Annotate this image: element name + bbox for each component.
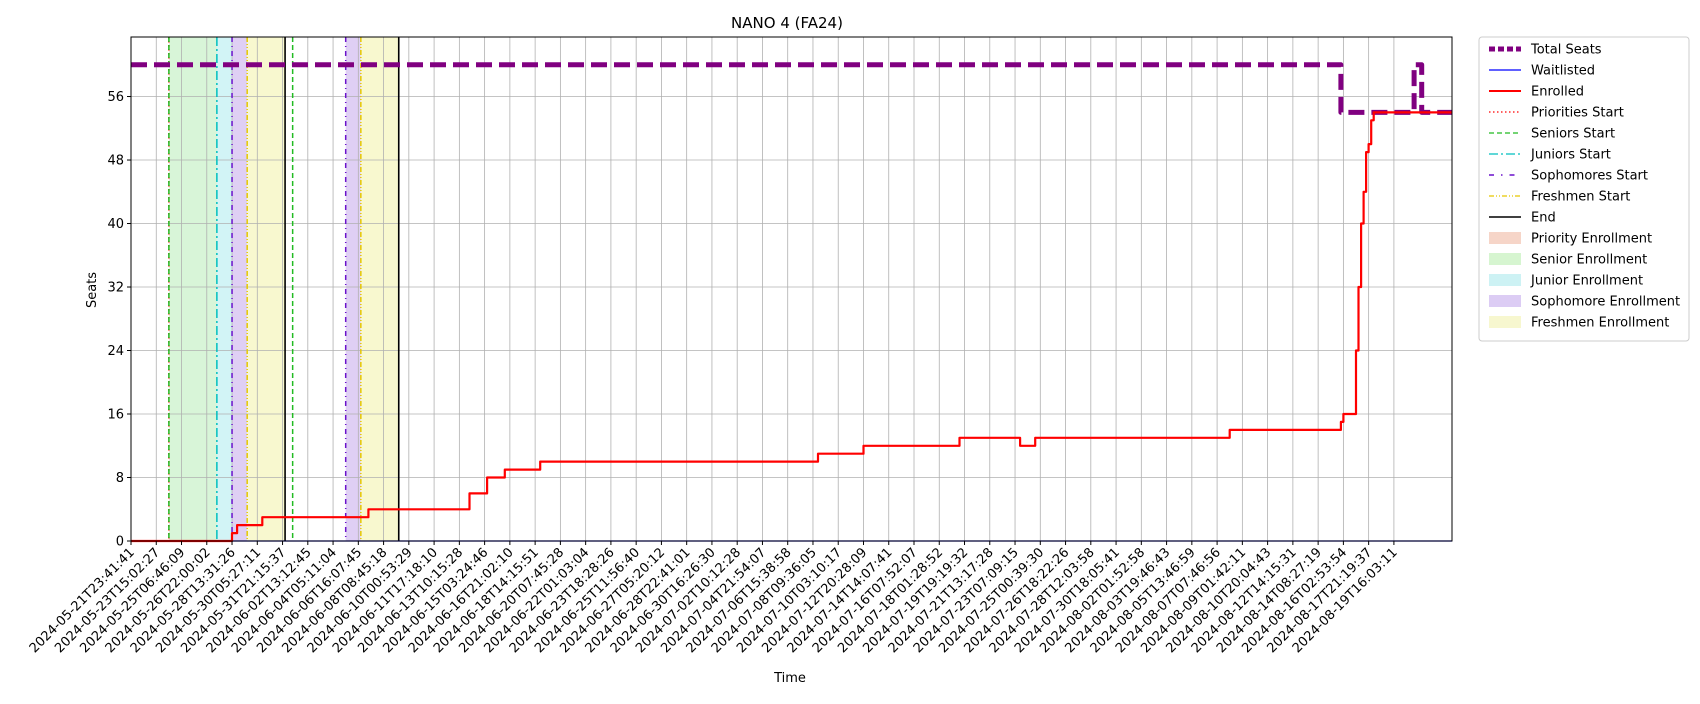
legend-swatch-senior-enrollment	[1489, 253, 1521, 265]
senior-enrollment-band	[168, 37, 217, 541]
enrolled-point	[231, 532, 233, 534]
y-tick-label: 56	[107, 90, 124, 105]
chart-title: NANO 4 (FA24)	[731, 14, 843, 32]
legend-label-sophomore-enrollment: Sophomore Enrollment	[1531, 295, 1680, 310]
legend-label-end: End	[1531, 211, 1556, 226]
plot-frame	[130, 36, 1453, 542]
enrolled-point	[862, 445, 864, 447]
legend-swatch-junior-enrollment	[1489, 274, 1521, 286]
x-axis-title: Time	[773, 671, 806, 686]
legend-item-juniors-start: Juniors Start	[1489, 148, 1611, 163]
y-tick-label: 32	[107, 281, 124, 296]
enrolled-point	[1355, 349, 1357, 351]
legend-label-freshmen-enrollment: Freshmen Enrollment	[1531, 316, 1669, 331]
sophomore-enrollment-band	[345, 37, 361, 541]
legend-label-juniors-start: Juniors Start	[1530, 148, 1611, 163]
enrolled-point	[539, 460, 541, 462]
legend-label-sophomores-start: Sophomores Start	[1531, 169, 1648, 184]
enrolled-point	[236, 524, 238, 526]
junior-enrollment-band	[216, 37, 233, 541]
enrolled-line	[131, 111, 1452, 543]
legend-label-total-seats: Total Seats	[1530, 43, 1602, 58]
legend-item-end: End	[1489, 211, 1556, 226]
total-seats-point	[1413, 64, 1415, 66]
enrolled-point	[1362, 191, 1364, 193]
y-tick-label: 48	[107, 154, 124, 169]
legend-swatch-freshmen-enrollment	[1489, 316, 1521, 328]
legend-label-priority-enrollment: Priority Enrollment	[1531, 232, 1652, 247]
legend-item-senior-enrollment: Senior Enrollment	[1489, 253, 1647, 268]
legend-label-priorities-start: Priorities Start	[1531, 106, 1624, 121]
legend-label-senior-enrollment: Senior Enrollment	[1531, 253, 1647, 268]
y-tick-label: 24	[107, 344, 124, 359]
legend-label-waitlisted: Waitlisted	[1531, 64, 1595, 79]
legend-label-enrolled: Enrolled	[1531, 85, 1584, 100]
enrolled-point	[1340, 421, 1342, 423]
enrolled-point	[1357, 286, 1359, 288]
enrolled-point	[1034, 437, 1036, 439]
enrolled-point	[1342, 413, 1344, 415]
legend-label-junior-enrollment: Junior Enrollment	[1530, 274, 1643, 289]
enrolled-point	[233, 532, 235, 534]
enrolled-point	[1367, 143, 1369, 145]
enrolled-point	[1365, 151, 1367, 153]
legend-item-priorities-start: Priorities Start	[1489, 106, 1624, 121]
legend: Total Seats Waitlisted Enrolled Priorities …	[1478, 36, 1690, 342]
legend-item-sophomores-start: Sophomores Start	[1489, 169, 1648, 184]
legend-box	[1478, 36, 1690, 342]
legend-item-sophomore-enrollment: Sophomore Enrollment	[1489, 295, 1680, 310]
legend-item-seniors-start: Seniors Start	[1489, 127, 1615, 142]
legend-item-priority-enrollment: Priority Enrollment	[1489, 232, 1652, 247]
y-tick-label: 40	[107, 217, 124, 232]
legend-item-junior-enrollment: Junior Enrollment	[1489, 274, 1643, 289]
legend-label-seniors-start: Seniors Start	[1531, 127, 1615, 142]
legend-swatch-sophomore-enrollment	[1489, 295, 1521, 307]
enrolled-point	[261, 516, 263, 518]
y-tick-label: 8	[116, 471, 124, 486]
enrolled-point	[1352, 413, 1354, 415]
y-tick-label: 0	[116, 535, 124, 550]
legend-item-waitlisted: Waitlisted	[1489, 64, 1595, 79]
legend-swatch-priority-enrollment	[1489, 232, 1521, 244]
legend-item-freshmen-start: Freshmen Start	[1489, 190, 1630, 205]
sophomore-enrollment-band	[232, 37, 248, 541]
enrolled-point	[504, 468, 506, 470]
enrolled-point	[1370, 119, 1372, 121]
enrolled-point	[1229, 429, 1231, 431]
legend-label-freshmen-start: Freshmen Start	[1531, 190, 1630, 205]
enrolled-point	[1019, 445, 1021, 447]
enrolled-point	[367, 508, 369, 510]
legend-item-enrolled: Enrolled	[1489, 85, 1584, 100]
enrolled-point	[1372, 111, 1374, 113]
enrolled-point	[468, 492, 470, 494]
legend-item-freshmen-enrollment: Freshmen Enrollment	[1489, 316, 1669, 331]
enrolled-point	[1360, 222, 1362, 224]
freshmen-enrollment-band	[360, 37, 399, 541]
total-seats-point	[1340, 64, 1342, 66]
y-tick-label: 16	[107, 408, 124, 423]
enrolled-point	[817, 452, 819, 454]
plot-area: 081624324048562024-05-21T23:41:412024-05…	[27, 36, 1453, 656]
enrolled-point	[486, 476, 488, 478]
plot-background	[131, 37, 1452, 541]
total-seats-point	[1420, 64, 1422, 66]
freshmen-enrollment-band	[247, 37, 286, 541]
enrolled-point	[958, 437, 960, 439]
legend-item-total-seats: Total Seats	[1489, 43, 1602, 58]
total-seats-point	[1340, 111, 1342, 113]
y-axis-title: Seats	[85, 272, 100, 308]
